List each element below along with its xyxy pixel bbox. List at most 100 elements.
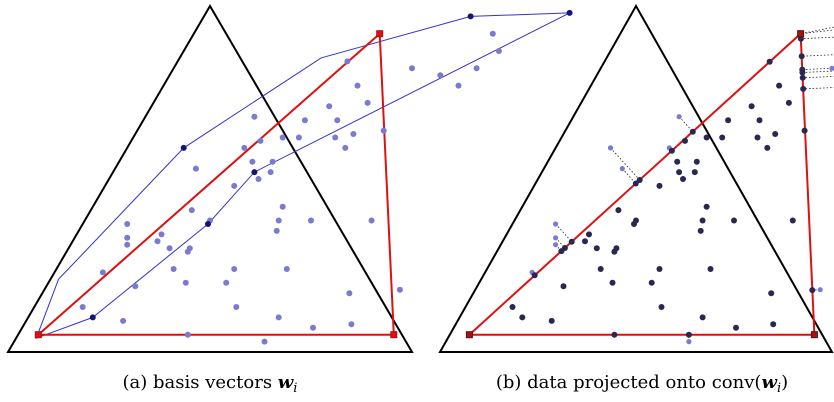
data-point-a-45 [381,128,387,134]
caption-a-label: (a) [123,372,148,393]
data-point-a-30 [189,207,195,213]
projected-point-14 [598,266,604,272]
caption-b: (b) data projected onto conv(wi) [450,370,834,396]
projected-point-56 [799,53,805,59]
data-point-a-57 [344,58,350,64]
original-point-22 [553,235,558,240]
hull-vertex-a-2 [251,169,257,175]
data-point-a-14 [171,266,177,272]
data-point-a-41 [280,135,286,141]
panel-b [440,6,834,352]
data-point-a-18 [167,245,173,251]
data-point-a-4 [348,321,354,327]
data-point-a-29 [369,218,375,224]
projected-point-53 [800,75,806,81]
projected-point-30 [615,207,621,213]
original-point-54 [829,66,834,71]
panel-a [8,6,573,352]
projected-point-3 [733,325,739,331]
data-point-a-20 [124,242,130,248]
projection-line-64 [611,148,640,180]
data-point-a-10 [132,283,138,289]
caption-a: (a) basis vectors wi [40,370,380,396]
basis-vector-a-2 [377,31,383,37]
caption-a-subscript: i [293,381,297,396]
projected-point-32 [657,183,663,189]
caption-b-suffix: ) [781,372,788,393]
projected-point-6 [659,304,665,310]
data-point-a-56 [496,48,502,54]
projected-point-15 [657,266,663,272]
basis-vector-a-0 [35,332,41,338]
projected-point-31 [704,204,710,210]
projected-point-16 [708,266,714,272]
projection-line-62 [801,13,834,34]
data-point-a-0 [262,339,268,345]
original-point-35 [620,166,625,171]
caption-b-text: data projected onto conv( [527,372,761,393]
data-point-a-5 [120,318,126,324]
basis-markers-a [35,31,397,338]
projected-point-18 [594,245,600,251]
basis-triangle-b [469,34,814,335]
projected-point-23 [586,231,592,237]
projected-point-28 [731,218,737,224]
projected-point-25 [569,239,575,245]
projection-line-35 [622,169,636,184]
data-point-a-11 [183,280,189,286]
data-point-a-40 [258,138,264,144]
data-point-a-52 [456,83,462,89]
original-point-9 [818,287,823,292]
projection-line-63 [801,16,834,33]
data-points-a [80,10,573,345]
projected-point-21 [582,238,588,244]
projected-point-7 [510,304,516,310]
projection-line-58 [801,34,834,39]
projected-point-39 [764,145,770,151]
projected-point-24 [698,228,704,234]
data-point-a-3 [310,325,316,331]
data-point-a-8 [346,290,352,296]
projected-point-41 [704,135,710,141]
data-point-a-44 [350,131,356,137]
projection-line-52 [803,86,834,89]
projected-point-37 [694,159,700,165]
data-point-a-54 [409,65,415,71]
data-point-a-38 [241,145,247,151]
projected-point-57 [767,59,773,65]
basis-triangle-a [38,34,394,335]
projected-point-40 [682,138,688,144]
projection-line-55 [802,68,834,72]
data-point-a-9 [397,287,403,293]
projected-point-64 [637,177,643,183]
projected-point-55 [799,70,805,76]
projected-point-1 [611,332,617,338]
data-point-a-32 [231,183,237,189]
projected-point-47 [757,117,763,123]
basis-vector-b-2 [798,31,804,37]
data-point-a-49 [326,103,332,109]
data-point-a-21 [155,238,161,244]
basis-vector-b-0 [466,332,472,338]
data-point-a-55 [474,65,480,71]
data-point-a-22 [124,235,130,241]
projected-point-5 [549,318,555,324]
projected-point-19 [613,245,619,251]
data-point-a-58 [490,31,496,37]
data-point-a-46 [302,117,308,123]
data-point-a-28 [308,218,314,224]
data-point-a-39 [342,145,348,151]
projection-line-56 [802,51,834,56]
data-point-a-1 [185,332,191,338]
caption-b-label: (b) [496,372,522,393]
projected-point-33 [680,176,686,182]
hull-vertex-a-4 [468,13,474,19]
projected-points [510,31,816,338]
projected-point-34 [692,169,698,175]
basis-vector-b-1 [811,332,817,338]
projected-point-44 [772,131,778,137]
projected-point-50 [786,100,792,106]
projected-point-45 [802,128,808,134]
projected-point-22 [562,245,568,251]
